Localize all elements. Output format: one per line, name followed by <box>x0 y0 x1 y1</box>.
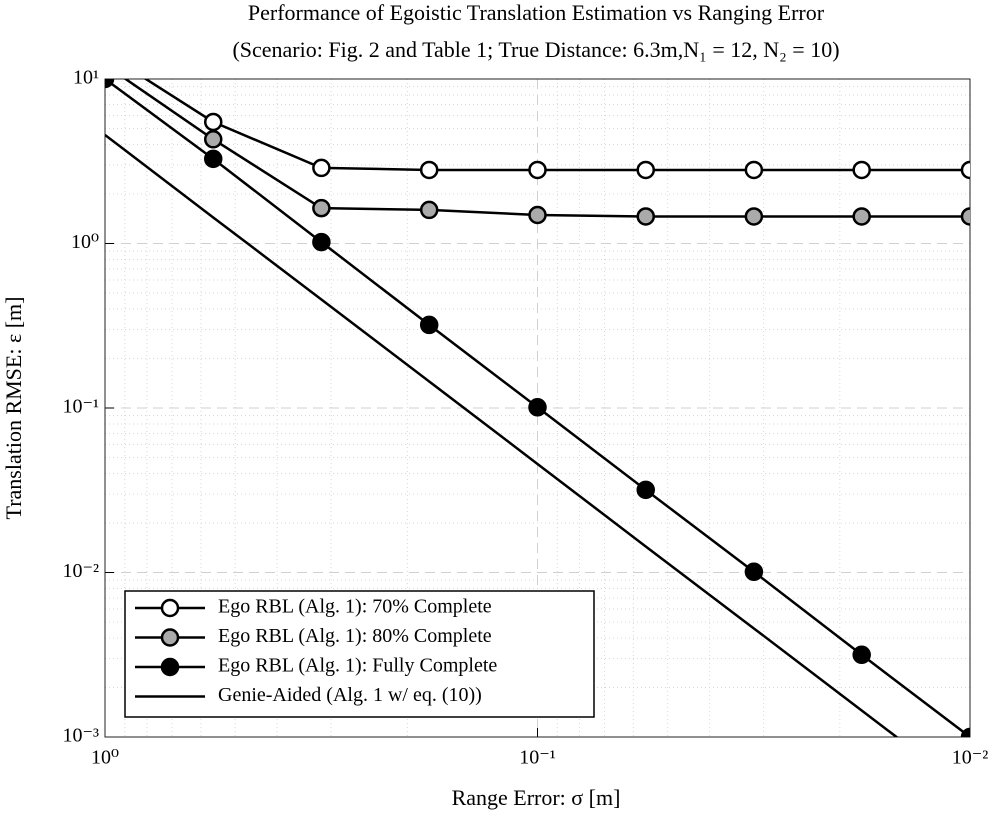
data-point <box>97 45 113 61</box>
legend-marker <box>160 657 180 677</box>
y-tick-label: 10⁻³ <box>62 725 99 747</box>
data-point <box>419 160 439 180</box>
legend: Ego RBL (Alg. 1): 70% Complete Ego RBL (A… <box>124 590 595 718</box>
chart-title: Performance of Egoistic Translation Esti… <box>248 0 825 25</box>
y-tick-label: 10⁻² <box>62 560 99 582</box>
data-point <box>744 160 764 180</box>
legend-label: Ego RBL (Alg. 1): 70% Complete <box>218 596 492 618</box>
series-line <box>105 133 899 737</box>
data-point <box>528 160 547 180</box>
data-point <box>528 205 547 225</box>
data-point <box>105 79 115 89</box>
data-point <box>636 480 655 500</box>
legend-label: Ego RBL (Alg. 1): 80% Complete <box>218 625 492 647</box>
data-point <box>312 232 331 252</box>
x-tick-label: 10⁻¹ <box>519 747 556 769</box>
data-point <box>203 130 223 149</box>
legend-label: Ego RBL (Alg. 1): Fully Complete <box>218 655 497 677</box>
chart-subtitle: (Scenario: Fig. 2 and Table 1; True Dist… <box>232 37 839 62</box>
data-point <box>203 149 223 169</box>
data-point <box>636 207 655 226</box>
data-point <box>312 198 331 218</box>
x-tick-label: 10⁰ <box>91 747 119 769</box>
x-tick-label: 10⁻² <box>952 747 989 769</box>
data-point <box>960 160 970 180</box>
data-point <box>744 207 764 226</box>
plot-series <box>97 45 970 737</box>
y-axis-label: Translation RMSE: ε [m] <box>1 297 26 520</box>
data-point <box>528 398 547 417</box>
data-point <box>203 112 223 132</box>
y-tick-label: 10⁰ <box>71 231 99 253</box>
legend-marker <box>160 598 180 618</box>
data-point <box>312 158 331 178</box>
x-axis-label: Range Error: σ [m] <box>452 785 621 810</box>
data-point <box>419 200 439 220</box>
data-point <box>744 562 764 582</box>
data-point <box>97 57 113 73</box>
data-point <box>419 315 439 335</box>
y-tick-label: 10¹ <box>73 67 99 89</box>
data-point <box>960 207 970 226</box>
y-tick-label: 10⁻¹ <box>62 396 99 418</box>
data-point <box>960 727 970 737</box>
legend-label: Genie-Aided (Alg. 1 w/ eq. (10)) <box>218 684 482 706</box>
data-point <box>852 207 871 226</box>
data-point <box>852 645 871 665</box>
plot-frame <box>104 78 971 738</box>
data-point <box>636 160 655 180</box>
data-point <box>852 160 871 180</box>
legend-marker <box>160 628 180 647</box>
